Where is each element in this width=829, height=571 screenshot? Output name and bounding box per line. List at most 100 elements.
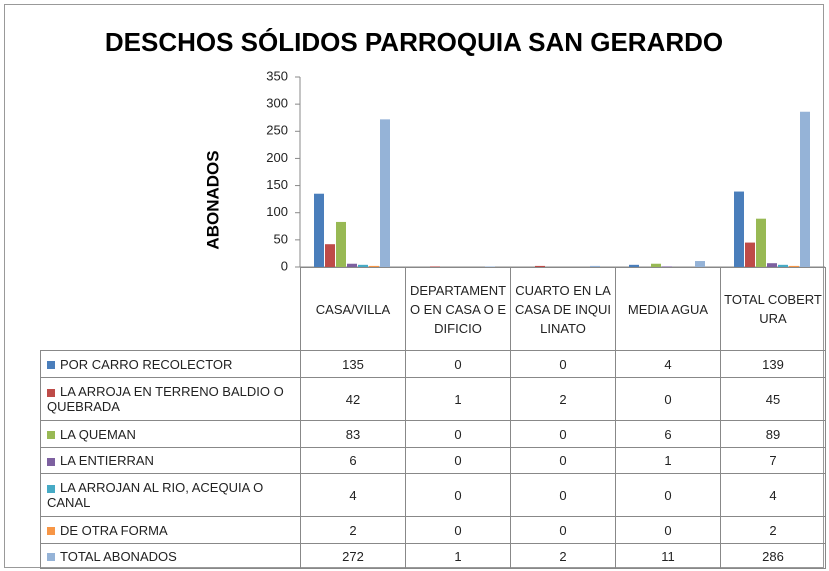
bar (629, 264, 639, 267)
bar (662, 266, 672, 267)
value-cell: 139 (720, 350, 826, 378)
value-cell: 0 (615, 516, 721, 544)
category-label: MEDIA AGUA (615, 267, 721, 351)
y-tick-label: 0 (281, 258, 288, 273)
bar (756, 218, 766, 267)
value-cell: 0 (405, 420, 511, 448)
value-cell: 42 (300, 377, 406, 421)
category-label: TOTAL COBERTURA (720, 267, 826, 351)
bar (314, 193, 324, 267)
bar (369, 265, 379, 267)
chart-title: DESCHOS SÓLIDOS PARROQUIA SAN GERARDO (105, 27, 723, 57)
value-cell: 11 (615, 543, 721, 569)
bar (336, 221, 346, 267)
table-row: LA ARROJA EN TERRENO BALDIO O QUEBRADA 42… (40, 377, 826, 421)
bar (535, 265, 545, 267)
legend-cell: LA ENTIERRAN (40, 447, 301, 474)
table-row: DE OTRA FORMA 2 0 0 0 2 (40, 516, 826, 544)
legend-label: TOTAL ABONADOS (60, 548, 177, 564)
value-cell: 2 (720, 516, 826, 544)
value-cell: 0 (510, 447, 616, 474)
legend-label: LA QUEMAN (60, 426, 136, 442)
bar (800, 111, 810, 267)
legend-label: LA ENTIERRAN (60, 453, 154, 468)
legend-cell: POR CARRO RECOLECTOR (40, 350, 301, 378)
value-cell: 0 (405, 473, 511, 517)
value-cell: 0 (615, 377, 721, 421)
blank-cell (40, 267, 301, 351)
table-row: LA QUEMAN 83 0 0 6 89 (40, 420, 826, 448)
bar (695, 261, 705, 267)
legend-swatch (47, 527, 55, 536)
bar (590, 265, 600, 267)
legend-cell: LA ARROJAN AL RIO, ACEQUIA O CANAL (40, 473, 301, 517)
bar (430, 266, 440, 267)
legend-label: LA ARROJA EN TERRENO BALDIO O QUEBRADA (47, 384, 284, 414)
legend-swatch (47, 431, 55, 440)
legend-swatch (47, 388, 55, 397)
legend-cell: LA ARROJA EN TERRENO BALDIO O QUEBRADA (40, 377, 301, 421)
table-row: POR CARRO RECOLECTOR 135 0 0 4 139 (40, 350, 826, 378)
category-label: DEPARTAMENTO EN CASA O EDIFICIO (405, 267, 511, 351)
table-row: LA ENTIERRAN 6 0 0 1 7 (40, 447, 826, 474)
y-tick-label: 250 (266, 123, 288, 138)
value-cell: 0 (510, 350, 616, 378)
category-label: CASA/VILLA (300, 267, 406, 351)
value-cell: 0 (510, 516, 616, 544)
legend-swatch (47, 553, 55, 562)
value-cell: 2 (510, 543, 616, 569)
bar (325, 244, 335, 267)
value-cell: 286 (720, 543, 826, 569)
value-cell: 45 (720, 377, 826, 421)
value-cell: 1 (405, 543, 511, 569)
header-row: CASA/VILLA DEPARTAMENTO EN CASA O EDIFICI… (40, 267, 826, 351)
bar (778, 264, 788, 267)
value-cell: 135 (300, 350, 406, 378)
legend-swatch (47, 361, 55, 370)
value-cell: 0 (510, 473, 616, 517)
y-tick-label: 200 (266, 150, 288, 165)
y-tick-label: 300 (266, 96, 288, 111)
legend-label: LA ARROJAN AL RIO, ACEQUIA O CANAL (47, 480, 264, 510)
bar (734, 191, 744, 267)
legend-label: DE OTRA FORMA (60, 522, 168, 538)
y-tick-label: 350 (266, 68, 288, 83)
bar (651, 263, 661, 267)
y-tick-label: 50 (274, 231, 288, 246)
value-cell: 0 (510, 420, 616, 448)
bar (347, 263, 357, 267)
value-cell: 1 (615, 447, 721, 474)
bar (789, 265, 799, 267)
value-cell: 0 (405, 516, 511, 544)
data-table: CASA/VILLA DEPARTAMENTO EN CASA O EDIFICI… (40, 267, 826, 569)
table-row: LA ARROJAN AL RIO, ACEQUIA O CANAL 4 0 0 0 4 (40, 473, 826, 517)
value-cell: 7 (720, 447, 826, 474)
value-cell: 0 (615, 473, 721, 517)
value-cell: 6 (300, 447, 406, 474)
value-cell: 4 (720, 473, 826, 517)
value-cell: 4 (615, 350, 721, 378)
value-cell: 6 (615, 420, 721, 448)
bar (485, 266, 495, 267)
y-tick-label: 100 (266, 204, 288, 219)
bar (745, 242, 755, 267)
bar (767, 263, 777, 267)
legend-cell: DE OTRA FORMA (40, 516, 301, 544)
bar (380, 119, 390, 267)
value-cell: 89 (720, 420, 826, 448)
y-axis-label: ABONADOS (203, 150, 222, 249)
bar (358, 264, 368, 267)
value-cell: 83 (300, 420, 406, 448)
y-tick-label: 150 (266, 177, 288, 192)
legend-swatch (47, 484, 55, 493)
legend-label: POR CARRO RECOLECTOR (60, 356, 233, 372)
value-cell: 2 (510, 377, 616, 421)
legend-cell: LA QUEMAN (40, 420, 301, 448)
category-label: CUARTO EN LA CASA DE INQUILINATO (510, 267, 616, 351)
table-row: TOTAL ABONADOS 272 1 2 11 286 (40, 543, 826, 569)
value-cell: 1 (405, 377, 511, 421)
legend-swatch (47, 457, 55, 466)
value-cell: 272 (300, 543, 406, 569)
